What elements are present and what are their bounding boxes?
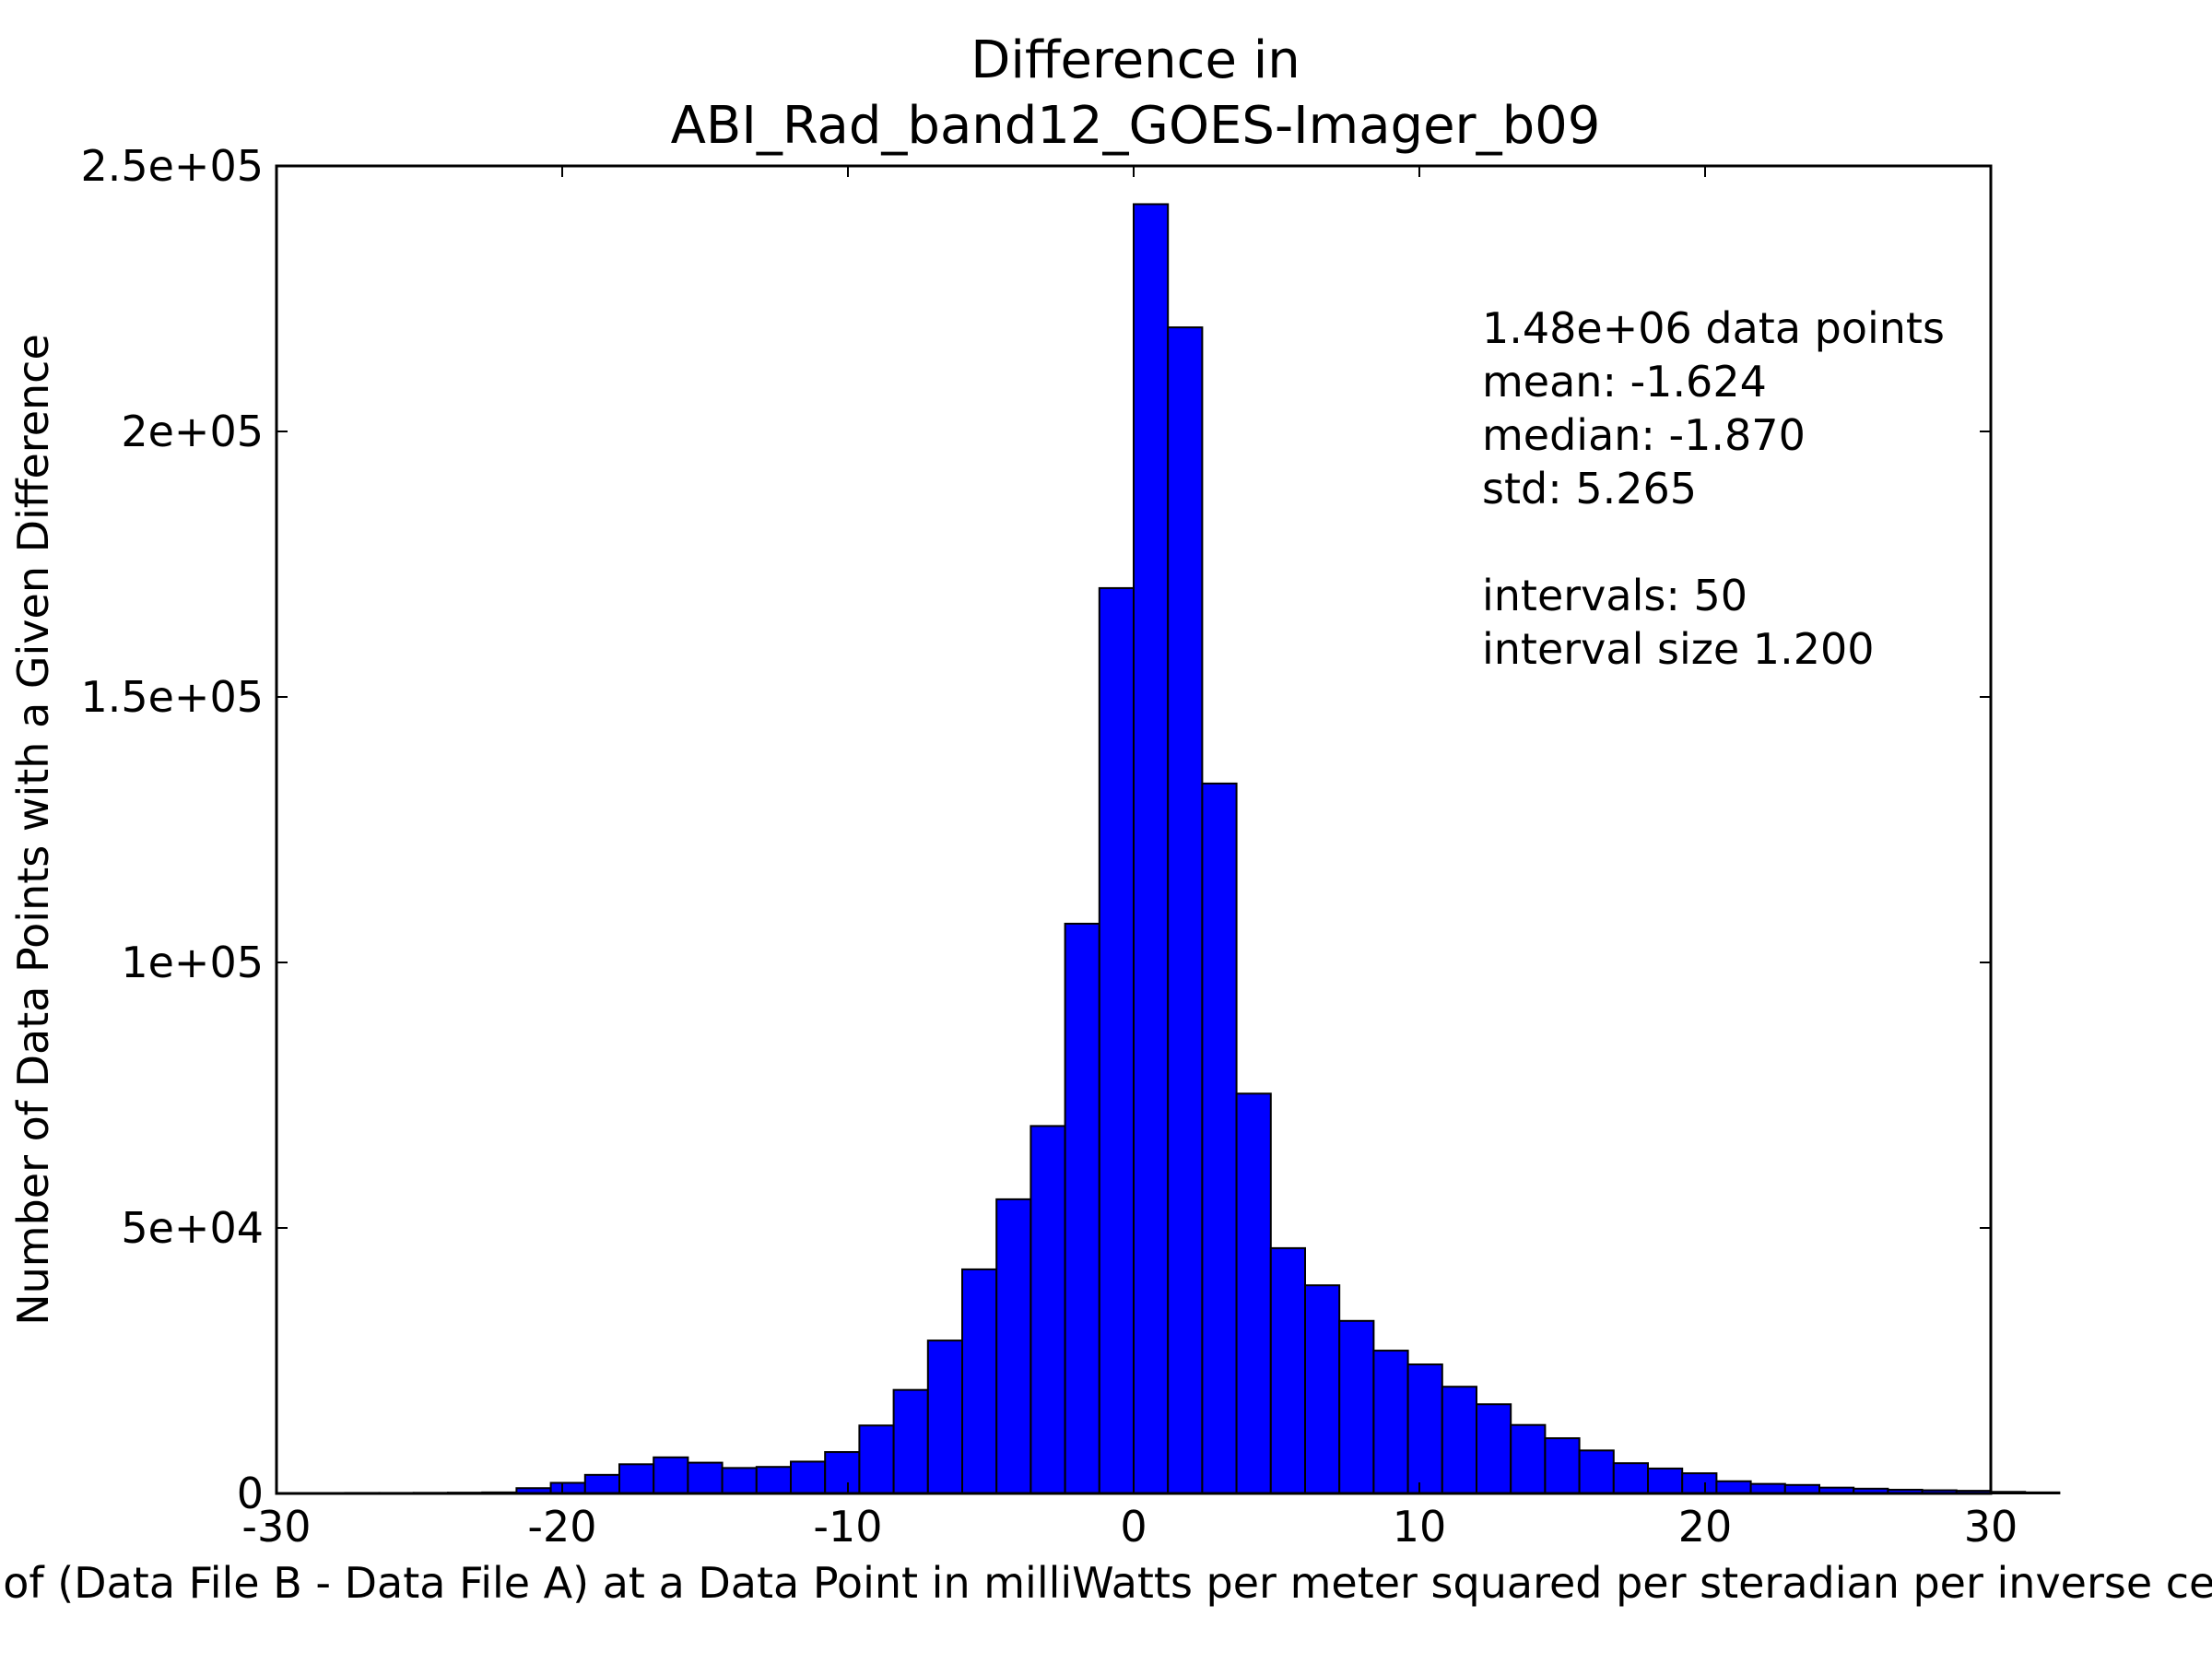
histogram-bar bbox=[1510, 1423, 1547, 1495]
x-tick-label: 10 bbox=[1393, 1502, 1447, 1552]
histogram-bar bbox=[1544, 1437, 1581, 1494]
y-tick-label: 2.5e+05 bbox=[80, 141, 264, 191]
histogram-bar bbox=[1372, 1350, 1409, 1495]
histogram-bar bbox=[1030, 1125, 1066, 1494]
histogram-bar bbox=[790, 1460, 827, 1494]
histogram-bar bbox=[1269, 1246, 1307, 1494]
histogram-bar bbox=[926, 1339, 963, 1495]
histogram-bar bbox=[687, 1461, 724, 1495]
histogram-bar bbox=[1476, 1403, 1512, 1495]
histogram-bar bbox=[1304, 1284, 1341, 1495]
histogram-bar bbox=[755, 1466, 792, 1494]
histogram-bar bbox=[549, 1481, 586, 1494]
histogram-bar bbox=[1167, 326, 1204, 1494]
stats-line: interval size 1.200 bbox=[1482, 624, 1875, 674]
y-tick-label: 5e+04 bbox=[121, 1203, 264, 1253]
histogram-bar bbox=[824, 1451, 861, 1495]
ticks-group: -30 -20 -10 0 10 20 30 0 5e+04 1e+05 1.5e+05 2e+05 2… bbox=[80, 141, 2018, 1552]
stats-line: intervals: 50 bbox=[1482, 571, 1747, 620]
x-axis-label: Value of (Data File B - Data File A) at … bbox=[0, 1558, 2212, 1608]
histogram-bar bbox=[1990, 1491, 2027, 1494]
histogram-bar bbox=[1201, 782, 1238, 1494]
histogram-bar bbox=[1749, 1482, 1786, 1494]
histogram-bar bbox=[721, 1467, 758, 1495]
y-tick-label: 1e+05 bbox=[121, 938, 264, 987]
stats-line: 1.48e+06 data points bbox=[1482, 303, 1945, 353]
histogram-bar bbox=[961, 1268, 998, 1494]
histogram-bar bbox=[892, 1388, 929, 1495]
stats-line: std: 5.265 bbox=[1482, 464, 1697, 513]
histogram-bar bbox=[653, 1456, 689, 1495]
histogram-bar bbox=[1406, 1363, 1443, 1494]
histogram-bar bbox=[1235, 1092, 1272, 1494]
stats-line: mean: -1.624 bbox=[1482, 357, 1767, 407]
x-tick-label: -20 bbox=[527, 1502, 596, 1552]
stats-line: median: -1.870 bbox=[1482, 410, 1806, 460]
histogram-bar bbox=[995, 1198, 1032, 1494]
y-tick-label: 1.5e+05 bbox=[80, 672, 264, 722]
chart-title-line-2: ABI_Rad_band12_GOES-Imager_b09 bbox=[671, 96, 1601, 156]
histogram-bar bbox=[1133, 203, 1170, 1494]
histogram-bar bbox=[858, 1424, 895, 1494]
x-tick-label: 20 bbox=[1678, 1502, 1733, 1552]
x-tick-label: 0 bbox=[1120, 1502, 1147, 1552]
histogram-bar bbox=[1441, 1386, 1478, 1494]
y-axis-label: Number of Data Points with a Given Diffe… bbox=[8, 334, 58, 1326]
histogram-bar bbox=[1578, 1449, 1615, 1494]
x-tick-label: -10 bbox=[813, 1502, 882, 1552]
histogram-bar bbox=[1715, 1480, 1752, 1494]
x-tick-label: 30 bbox=[1964, 1502, 2018, 1552]
histogram-bar bbox=[1681, 1472, 1718, 1495]
histogram-bar bbox=[583, 1473, 620, 1494]
bars-group bbox=[344, 203, 2061, 1495]
histogram-bar bbox=[1098, 586, 1135, 1494]
x-tick-label: -30 bbox=[241, 1502, 311, 1552]
y-tick-label: 0 bbox=[237, 1469, 264, 1518]
histogram-bar bbox=[1612, 1462, 1650, 1494]
histogram-bar bbox=[1064, 922, 1100, 1494]
y-tick-label: 2e+05 bbox=[121, 407, 264, 456]
histogram-bar bbox=[1647, 1467, 1684, 1494]
histogram-bar bbox=[618, 1463, 655, 1494]
chart-title-line-1: Difference in bbox=[971, 30, 1300, 90]
histogram-bar bbox=[1338, 1319, 1375, 1495]
